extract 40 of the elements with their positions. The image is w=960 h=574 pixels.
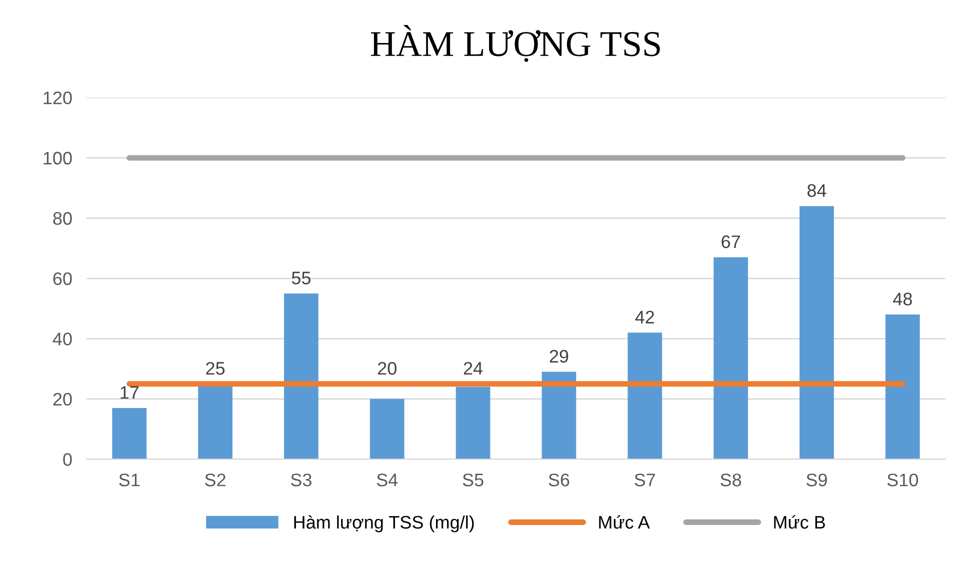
- bar: [456, 386, 490, 460]
- bar: [885, 314, 920, 460]
- legend-label: Mức A: [599, 515, 650, 529]
- data-label: 42: [635, 310, 654, 324]
- legend-label: Mức B: [774, 515, 825, 529]
- bar: [800, 206, 834, 460]
- y-tick-label: 60: [53, 272, 72, 286]
- bar: [628, 332, 662, 460]
- y-tick-label: 100: [44, 152, 72, 165]
- data-label: 17: [120, 386, 138, 399]
- bar: [370, 398, 404, 460]
- data-label: 67: [722, 235, 740, 248]
- legend-label: Hàm lượng TSS (mg/l): [294, 515, 474, 532]
- bar: [112, 408, 147, 460]
- y-tick-label: 120: [44, 92, 72, 104]
- data-label: 84: [807, 184, 826, 197]
- x-tick-label: S7: [634, 474, 656, 486]
- x-tick-label: S2: [205, 474, 226, 486]
- y-tick-label: 20: [53, 392, 72, 406]
- x-tick-label: S10: [887, 474, 918, 486]
- x-tick-label: S9: [806, 474, 827, 486]
- x-tick-label: S1: [119, 474, 140, 486]
- x-tick-label: S6: [548, 474, 570, 486]
- chart-title: HÀM LƯỢNG TSS: [370, 25, 660, 62]
- data-label: 24: [464, 362, 483, 375]
- data-label: 48: [893, 292, 912, 306]
- y-tick-label: 0: [63, 453, 72, 466]
- data-label: 29: [550, 350, 568, 363]
- bar: [714, 257, 748, 460]
- bar: [542, 372, 576, 460]
- x-tick-label: S5: [462, 474, 484, 486]
- bar: [284, 293, 318, 460]
- x-tick-label: S4: [376, 474, 398, 486]
- x-tick-label: S8: [720, 474, 742, 486]
- x-tick-label: S3: [290, 474, 312, 486]
- y-tick-label: 40: [52, 332, 72, 346]
- y-tick-label: 80: [53, 212, 72, 225]
- data-label: 25: [206, 362, 225, 375]
- data-label: 20: [378, 362, 396, 375]
- data-label: 55: [292, 272, 310, 284]
